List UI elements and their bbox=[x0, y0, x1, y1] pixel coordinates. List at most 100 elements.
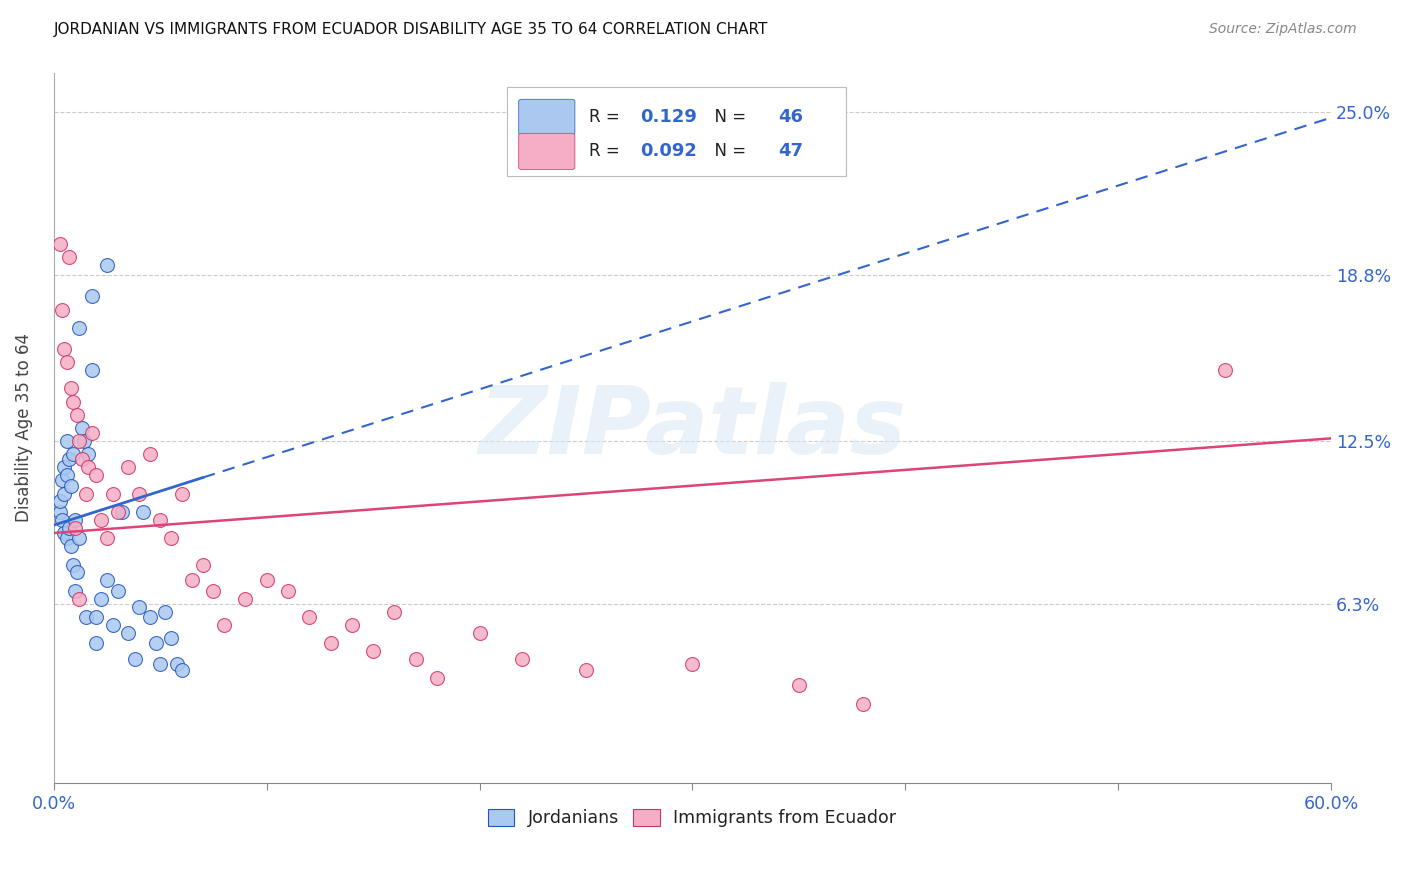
Point bbox=[117, 460, 139, 475]
Point bbox=[107, 505, 129, 519]
Text: N =: N = bbox=[704, 143, 751, 161]
Point bbox=[62, 447, 84, 461]
Point bbox=[75, 486, 97, 500]
Point bbox=[235, 591, 257, 606]
Point bbox=[153, 605, 176, 619]
Point bbox=[384, 605, 406, 619]
Point bbox=[128, 486, 150, 500]
Point bbox=[58, 452, 80, 467]
Point bbox=[170, 663, 193, 677]
Point bbox=[361, 644, 384, 658]
Point bbox=[66, 566, 89, 580]
Point bbox=[132, 505, 155, 519]
Text: N =: N = bbox=[704, 108, 751, 127]
Point bbox=[75, 610, 97, 624]
Point bbox=[145, 636, 167, 650]
Point bbox=[51, 302, 73, 317]
Point bbox=[138, 610, 160, 624]
Point bbox=[117, 625, 139, 640]
Point bbox=[510, 652, 533, 666]
Point bbox=[53, 460, 76, 475]
Point bbox=[160, 531, 183, 545]
Point bbox=[96, 531, 118, 545]
Point bbox=[67, 591, 90, 606]
Point bbox=[62, 394, 84, 409]
Point bbox=[77, 460, 100, 475]
Text: 0.129: 0.129 bbox=[640, 108, 697, 127]
Point bbox=[53, 342, 76, 356]
Point bbox=[58, 521, 80, 535]
Point bbox=[86, 468, 108, 483]
Point bbox=[340, 618, 363, 632]
Point bbox=[66, 408, 89, 422]
Text: 47: 47 bbox=[778, 143, 803, 161]
FancyBboxPatch shape bbox=[519, 133, 575, 169]
Point bbox=[82, 363, 104, 377]
Point bbox=[181, 574, 204, 588]
Point bbox=[62, 558, 84, 572]
Point bbox=[70, 421, 93, 435]
Point bbox=[55, 468, 77, 483]
Point bbox=[256, 574, 278, 588]
Point bbox=[1213, 363, 1236, 377]
Point bbox=[852, 697, 875, 711]
Point bbox=[49, 236, 72, 251]
Point bbox=[681, 657, 703, 672]
Text: 46: 46 bbox=[778, 108, 803, 127]
Point bbox=[53, 526, 76, 541]
Point bbox=[166, 657, 188, 672]
Point bbox=[575, 663, 598, 677]
Point bbox=[319, 636, 342, 650]
Point bbox=[149, 513, 172, 527]
Point bbox=[149, 657, 172, 672]
Point bbox=[103, 618, 125, 632]
Point bbox=[63, 583, 86, 598]
Point bbox=[426, 671, 449, 685]
Point bbox=[170, 486, 193, 500]
Point bbox=[96, 574, 118, 588]
Point bbox=[298, 610, 321, 624]
Legend: Jordanians, Immigrants from Ecuador: Jordanians, Immigrants from Ecuador bbox=[481, 802, 904, 834]
Text: R =: R = bbox=[589, 108, 626, 127]
Point bbox=[212, 618, 235, 632]
Point bbox=[55, 434, 77, 448]
Point bbox=[49, 494, 72, 508]
Point bbox=[59, 539, 82, 553]
Point bbox=[138, 447, 160, 461]
Y-axis label: Disability Age 35 to 64: Disability Age 35 to 64 bbox=[15, 334, 32, 523]
Point bbox=[59, 381, 82, 395]
Point bbox=[72, 434, 94, 448]
Point bbox=[67, 434, 90, 448]
Text: R =: R = bbox=[589, 143, 626, 161]
Point bbox=[59, 478, 82, 492]
Point bbox=[124, 652, 146, 666]
Point bbox=[107, 583, 129, 598]
Point bbox=[82, 426, 104, 441]
Text: Source: ZipAtlas.com: Source: ZipAtlas.com bbox=[1209, 22, 1357, 37]
FancyBboxPatch shape bbox=[519, 99, 575, 136]
Point bbox=[51, 474, 73, 488]
Point bbox=[90, 591, 112, 606]
Point bbox=[96, 258, 118, 272]
Point bbox=[277, 583, 299, 598]
Point bbox=[63, 521, 86, 535]
Point bbox=[202, 583, 225, 598]
Point bbox=[405, 652, 427, 666]
Point bbox=[191, 558, 214, 572]
Point bbox=[86, 636, 108, 650]
Text: 0.092: 0.092 bbox=[640, 143, 697, 161]
Point bbox=[51, 513, 73, 527]
Point bbox=[86, 610, 108, 624]
Point bbox=[58, 250, 80, 264]
Point bbox=[468, 625, 491, 640]
Point bbox=[67, 531, 90, 545]
FancyBboxPatch shape bbox=[508, 87, 845, 176]
Point bbox=[128, 599, 150, 614]
Point bbox=[70, 452, 93, 467]
Point bbox=[787, 678, 810, 692]
Text: ZIPatlas: ZIPatlas bbox=[478, 382, 907, 474]
Point bbox=[82, 289, 104, 303]
Point bbox=[77, 447, 100, 461]
Point bbox=[111, 505, 134, 519]
Text: JORDANIAN VS IMMIGRANTS FROM ECUADOR DISABILITY AGE 35 TO 64 CORRELATION CHART: JORDANIAN VS IMMIGRANTS FROM ECUADOR DIS… bbox=[53, 22, 768, 37]
